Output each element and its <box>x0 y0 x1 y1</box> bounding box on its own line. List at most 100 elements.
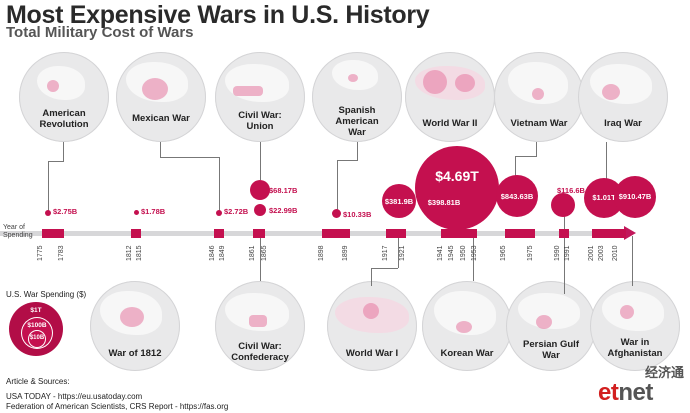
war-circle-civil-war-union: Civil War: Union <box>215 52 305 142</box>
leader-line <box>536 142 537 156</box>
value-dot <box>216 210 222 216</box>
timeline-axis <box>0 231 626 236</box>
year-label: 1945 <box>448 245 455 261</box>
war-period-bar <box>322 229 350 238</box>
value-label: $4.69T <box>435 168 479 184</box>
year-label: 2001 <box>588 245 595 261</box>
value-label: $68.17B <box>269 186 298 195</box>
value-label: $1.78B <box>141 207 166 216</box>
year-label: 1950 <box>460 245 467 261</box>
year-label: 1775 <box>37 245 44 261</box>
war-circle-iraq-war: Iraq War <box>578 52 668 142</box>
value-label: $843.63B <box>500 192 534 201</box>
value-dot <box>332 209 341 218</box>
war-label: World War I <box>345 348 399 359</box>
war-label: Mexican War <box>132 113 190 124</box>
year-label: 1921 <box>399 245 406 261</box>
value-dot <box>250 180 270 200</box>
leader-line <box>160 157 220 158</box>
value-dot <box>614 176 656 218</box>
war-period-bar <box>131 229 141 238</box>
war-circle-mexican-war: Mexican War <box>116 52 206 142</box>
value-dot <box>496 175 538 217</box>
year-label: 1917 <box>382 245 389 261</box>
war-circle-world-war-i: World War I <box>327 281 417 371</box>
leader-line <box>564 214 565 294</box>
war-label: Civil War: Union <box>238 110 282 132</box>
brand-cn: 经济通 <box>644 365 684 380</box>
value-dot <box>551 193 575 217</box>
legend-title: U.S. War Spending ($) <box>6 290 87 299</box>
value-dot <box>254 204 266 216</box>
value-dot <box>415 146 499 230</box>
war-label: American Revolution <box>39 108 89 130</box>
war-circle-spanish-american-war: Spanish American War <box>312 52 402 142</box>
value-label: $10.33B <box>343 210 372 219</box>
leader-line <box>48 161 64 162</box>
war-label: World War II <box>422 118 478 129</box>
leader-line <box>473 236 474 281</box>
axis-label: Year of Spending <box>3 224 33 239</box>
year-label: 1975 <box>527 245 534 261</box>
year-label: 1865 <box>261 245 268 261</box>
value-dot <box>382 184 416 218</box>
leader-line <box>398 236 399 268</box>
year-label: 1990 <box>554 245 561 261</box>
legend-label: $100B <box>27 322 47 329</box>
war-period-bar <box>592 229 626 238</box>
value-label: $910.47B <box>618 192 652 201</box>
year-label: 1861 <box>249 245 256 261</box>
war-circle-war-in-afghanistan: War in Afghanistan <box>590 281 680 371</box>
year-label: 1846 <box>209 245 216 261</box>
leader-line <box>219 157 220 213</box>
war-label: Civil War: Confederacy <box>231 341 289 363</box>
war-circle-war-of-1812: War of 1812 <box>90 281 180 371</box>
page-subtitle: Total Military Cost of Wars <box>6 24 194 41</box>
year-label: 1849 <box>219 245 226 261</box>
leader-line <box>606 142 607 184</box>
year-label: 2003 <box>598 245 605 261</box>
value-dot <box>45 210 51 216</box>
war-period-bar <box>42 229 64 238</box>
war-period-bar <box>253 229 265 238</box>
leader-line <box>337 160 358 161</box>
year-label: 1953 <box>471 245 478 261</box>
war-circle-world-war-ii: World War II <box>405 52 495 142</box>
war-label: Persian Gulf War <box>523 339 579 361</box>
war-period-bar <box>386 229 406 238</box>
leader-line <box>160 142 161 157</box>
source-line: Federation of American Scientists, CRS R… <box>6 402 229 411</box>
leader-line <box>515 156 516 184</box>
war-circle-american-revolution: American Revolution <box>19 52 109 142</box>
war-label: Spanish American War <box>335 105 379 138</box>
legend-circle-small <box>29 331 45 347</box>
year-label: 1991 <box>564 245 571 261</box>
sources-heading: Article & Sources: <box>6 377 70 386</box>
leader-line <box>337 160 338 210</box>
leader-line <box>260 142 261 180</box>
leader-line <box>357 142 358 160</box>
war-label: War of 1812 <box>108 348 162 359</box>
etnet-logo: 经济通 etnet <box>598 362 688 405</box>
value-label: $2.75B <box>53 207 78 216</box>
leader-line <box>48 161 49 213</box>
year-label: 1898 <box>318 245 325 261</box>
year-label: 1815 <box>136 245 143 261</box>
war-circle-vietnam-war: Vietnam War <box>494 52 584 142</box>
war-period-bar <box>559 229 569 238</box>
war-label: War in Afghanistan <box>607 337 663 359</box>
war-label: Vietnam War <box>510 118 568 129</box>
value-label: $2.72B <box>224 207 249 216</box>
legend-label: $1T <box>30 307 42 314</box>
page-title: Most Expensive Wars in U.S. History <box>6 1 430 29</box>
value-label: $22.99B <box>269 206 298 215</box>
value-label: $1.01T <box>592 193 616 202</box>
source-line: USA TODAY - https://eu.usatoday.com <box>6 392 143 401</box>
leader-line <box>371 268 398 269</box>
leader-line <box>632 236 633 286</box>
war-circle-persian-gulf-war: Persian Gulf War <box>506 281 596 371</box>
year-label: 1812 <box>126 245 133 261</box>
year-label: 1941 <box>437 245 444 261</box>
year-label: 2010 <box>612 245 619 261</box>
war-label: Iraq War <box>604 118 642 129</box>
